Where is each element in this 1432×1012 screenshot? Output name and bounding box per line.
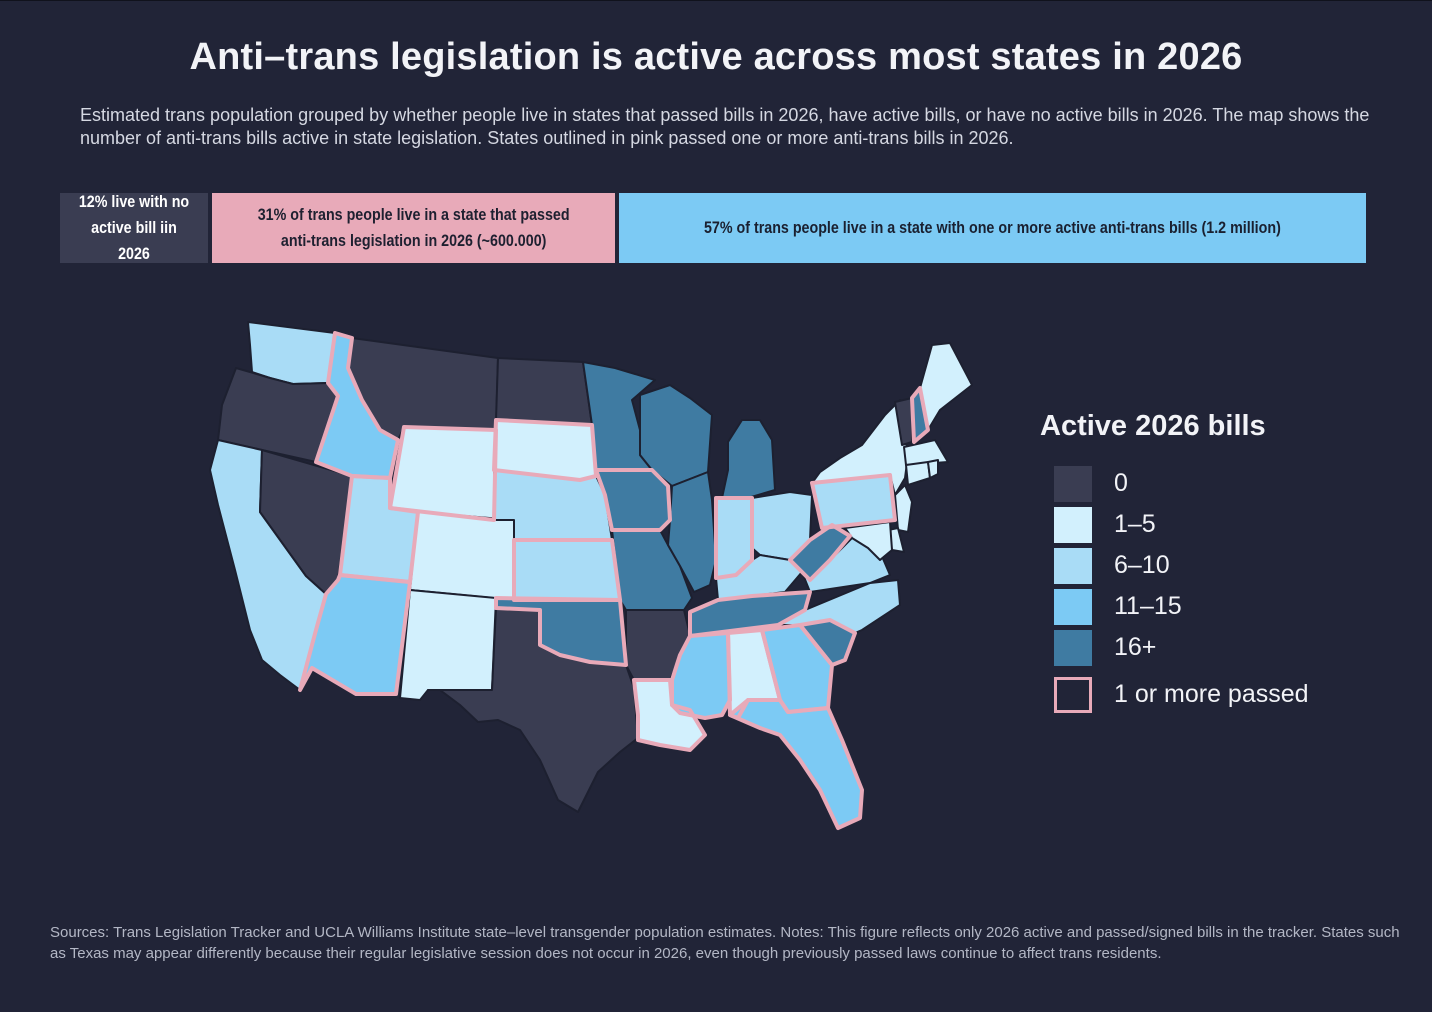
legend-label: 0 — [1114, 469, 1128, 497]
legend-swatch — [1054, 506, 1092, 543]
legend-label: 16+ — [1114, 633, 1157, 661]
state-sd-passed-outline — [492, 418, 598, 482]
population-segment-passed-label: 31% of trans people live in a state that… — [257, 205, 570, 250]
state-il — [667, 471, 717, 593]
state-sc-passed-outline — [798, 618, 857, 667]
legend-item: 6–10 — [1040, 545, 1309, 586]
legend-item: 11–15 — [1040, 586, 1309, 627]
legend-item: 16+ — [1040, 627, 1309, 668]
legend-swatch — [1054, 629, 1092, 666]
legend-item: 1–5 — [1040, 504, 1309, 545]
legend-item: 0 — [1040, 463, 1309, 504]
state-pa-passed-outline — [810, 473, 897, 530]
legend: Active 2026 bills 0 1–5 6–10 11–15 16+ 1 or … — [1040, 410, 1309, 715]
sources-note: Sources: Trans Legislation Tracker and U… — [50, 924, 1400, 962]
legend-label-passed: 1 or more passed — [1114, 680, 1309, 708]
page-subtitle: Estimated trans population grouped by wh… — [80, 105, 1370, 148]
legend-swatch — [1054, 588, 1092, 625]
population-segment-active: 57% of trans people live in a state with… — [619, 193, 1366, 263]
legend-swatch — [1054, 547, 1092, 584]
legend-title: Active 2026 bills — [1040, 410, 1266, 442]
state-nh-passed-outline — [910, 386, 930, 444]
state-ia-passed-outline — [594, 468, 672, 532]
legend-label: 11–15 — [1114, 592, 1182, 620]
population-segment-active-label: 57% of trans people live in a state with… — [704, 218, 1281, 237]
legend-label: 1–5 — [1114, 510, 1156, 538]
state-ct — [905, 461, 931, 486]
state-fl-passed-outline — [728, 698, 864, 830]
legend-swatch — [1054, 465, 1092, 502]
page-title: Anti–trans legislation is active across … — [189, 36, 1243, 78]
state-in-passed-outline — [714, 496, 754, 580]
state-ok-passed-outline — [494, 596, 628, 667]
state-wy — [389, 426, 497, 521]
state-nm — [399, 589, 497, 701]
state-wy-passed-outline — [388, 425, 498, 522]
state-nd — [495, 357, 593, 426]
state-nj — [894, 484, 913, 533]
state-mi — [721, 419, 776, 499]
state-fl — [729, 699, 863, 829]
population-segment-no-active-label: 12% live with no active bill iin 2026 — [78, 192, 190, 263]
state-wv-passed-outline — [788, 523, 852, 582]
state-ma — [903, 439, 949, 466]
legend-swatch-passed — [1054, 676, 1092, 713]
top-border — [0, 0, 1432, 1]
state-me — [919, 342, 973, 431]
state-co — [409, 511, 515, 601]
legend-item-passed: 1 or more passed — [1040, 674, 1309, 715]
population-segment-no-active: 12% live with no active bill iin 2026 — [60, 192, 208, 263]
state-ks — [513, 539, 621, 601]
state-ri — [927, 459, 939, 479]
population-segment-passed: 31% of trans people live in a state that… — [212, 193, 615, 263]
legend-label: 6–10 — [1114, 551, 1170, 579]
state-az-passed-outline — [298, 573, 412, 696]
